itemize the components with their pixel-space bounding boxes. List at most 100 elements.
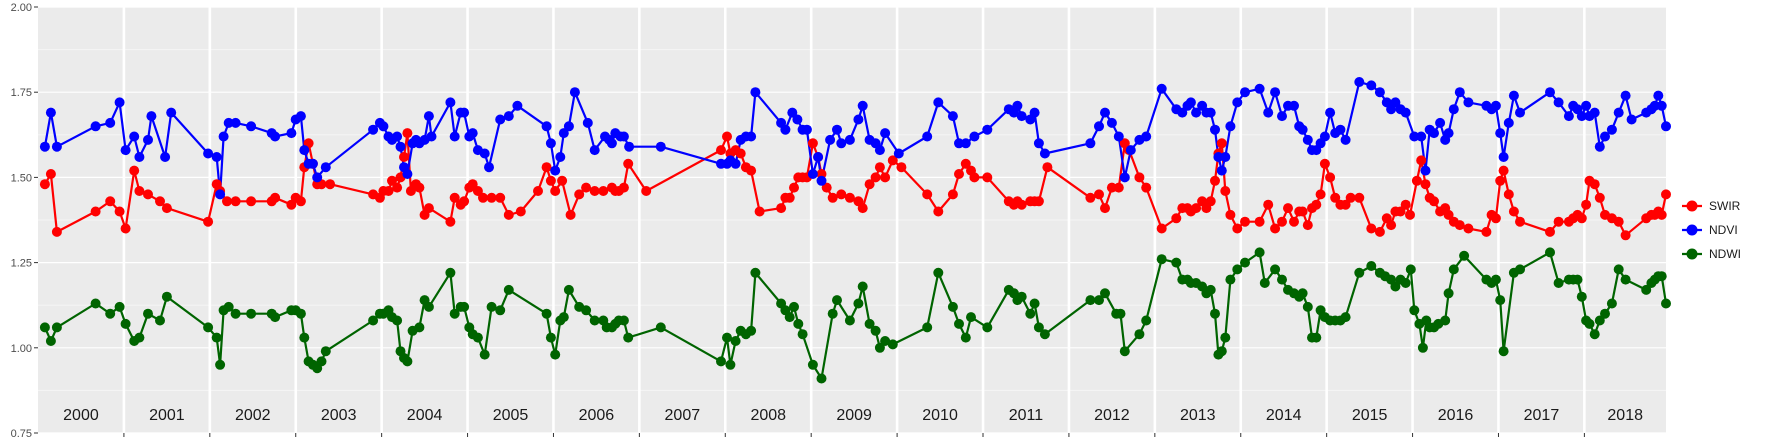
swir-point xyxy=(405,186,416,196)
ndvi-point xyxy=(982,124,993,135)
ndwi-point xyxy=(495,305,506,316)
swir-point xyxy=(203,216,214,227)
ndvi-point xyxy=(569,87,580,98)
ndwi-point xyxy=(1025,308,1036,319)
ndvi-point xyxy=(1581,100,1592,111)
ndvi-point xyxy=(45,107,56,118)
year-label: 2016 xyxy=(1438,407,1474,424)
ndvi-point xyxy=(1661,121,1671,132)
swir-point xyxy=(1366,223,1377,234)
legend-label-ndwi: NDWI xyxy=(1709,247,1741,261)
ndvi-point xyxy=(1656,100,1667,111)
ndvi-point xyxy=(105,117,116,128)
ndvi-point xyxy=(286,128,297,139)
ndvi-point xyxy=(874,145,885,156)
swir-point xyxy=(1395,206,1406,217)
ndvi-point xyxy=(836,138,847,149)
swir-point xyxy=(896,162,907,173)
swir-point xyxy=(51,226,62,237)
ndvi-point xyxy=(947,111,958,122)
ndwi-point xyxy=(746,325,757,336)
ndvi-point xyxy=(1191,107,1202,118)
swir-point xyxy=(1277,216,1287,227)
swir-point xyxy=(472,186,483,196)
ndwi-point xyxy=(161,291,172,302)
ndvi-point xyxy=(1613,107,1624,118)
swir-point xyxy=(1315,189,1326,200)
ndwi-point xyxy=(725,359,736,370)
ndwi-point xyxy=(472,332,483,343)
ndwi-point xyxy=(1039,329,1050,340)
ndvi-point xyxy=(1325,107,1336,118)
ndwi-point xyxy=(947,301,958,312)
ndwi-point xyxy=(392,315,403,326)
ndvi-point xyxy=(1400,107,1411,118)
ndvi-point xyxy=(503,111,514,122)
y-tick-label: 1.00 xyxy=(11,343,32,355)
ndvi-point xyxy=(1185,97,1196,108)
legend-label-ndvi: NDVI xyxy=(1709,223,1738,237)
ndvi-point xyxy=(550,165,561,176)
swir-point xyxy=(1141,182,1152,193)
swir-point xyxy=(954,169,964,179)
ndwi-point xyxy=(922,322,933,333)
ndvi-point xyxy=(246,121,257,132)
ndvi-point xyxy=(495,114,506,125)
ndvi-point xyxy=(1495,128,1506,139)
ndwi-point xyxy=(1094,295,1104,306)
ndvi-point xyxy=(1606,124,1617,135)
swir-point xyxy=(1232,223,1243,234)
swir-point xyxy=(1553,216,1564,227)
ndwi-point xyxy=(857,281,868,292)
swir-point xyxy=(423,203,434,214)
year-label: 2010 xyxy=(922,407,958,424)
ndvi-point xyxy=(1409,131,1420,142)
ndwi-point xyxy=(230,308,241,319)
ndvi-point xyxy=(655,141,666,152)
ndwi-point xyxy=(1400,278,1411,288)
ndwi-point xyxy=(1448,264,1459,275)
ndvi-point xyxy=(624,141,635,152)
swir-point xyxy=(515,206,526,217)
ndwi-point xyxy=(853,298,864,309)
swir-point xyxy=(1545,226,1555,237)
ndvi-point xyxy=(1220,152,1231,162)
swir-point xyxy=(844,192,855,203)
ndwi-point xyxy=(581,305,592,316)
ndwi-point xyxy=(1584,318,1595,329)
ndvi-point xyxy=(426,131,437,142)
ndvi-point xyxy=(223,117,234,128)
ndwi-point xyxy=(1641,284,1652,295)
swir-point xyxy=(776,203,787,214)
ndvi-point xyxy=(1515,107,1525,118)
ndwi-point xyxy=(1553,278,1564,288)
ndvi-point xyxy=(1177,107,1188,118)
ndwi-point xyxy=(1572,274,1583,285)
swir-point xyxy=(922,189,933,200)
ndvi-point xyxy=(215,189,226,200)
ndvi-point xyxy=(1443,128,1454,139)
ndvi-point xyxy=(1576,111,1587,122)
swir-point xyxy=(1210,175,1220,186)
ndwi-point xyxy=(1297,288,1308,299)
swir-point xyxy=(722,131,732,142)
swir-point xyxy=(114,206,125,217)
ndvi-point xyxy=(299,145,310,156)
ndvi-point xyxy=(467,128,478,139)
ndvi-point xyxy=(479,148,490,159)
ndwi-point xyxy=(1405,264,1416,275)
swir-point xyxy=(1411,175,1422,186)
swir-point xyxy=(402,128,413,139)
ndwi-point xyxy=(1440,315,1451,326)
ndvi-point xyxy=(1106,117,1117,128)
ndvi-point xyxy=(1232,97,1243,108)
ndwi-point xyxy=(215,359,226,370)
ndvi-point xyxy=(1366,80,1377,91)
year-label: 2018 xyxy=(1607,407,1643,424)
swir-point xyxy=(1085,192,1096,203)
ndvi-point xyxy=(1029,107,1040,118)
swir-point xyxy=(960,158,971,169)
ndvi-point xyxy=(1225,121,1236,132)
swir-point xyxy=(1661,189,1671,200)
ndwi-point xyxy=(618,315,629,326)
